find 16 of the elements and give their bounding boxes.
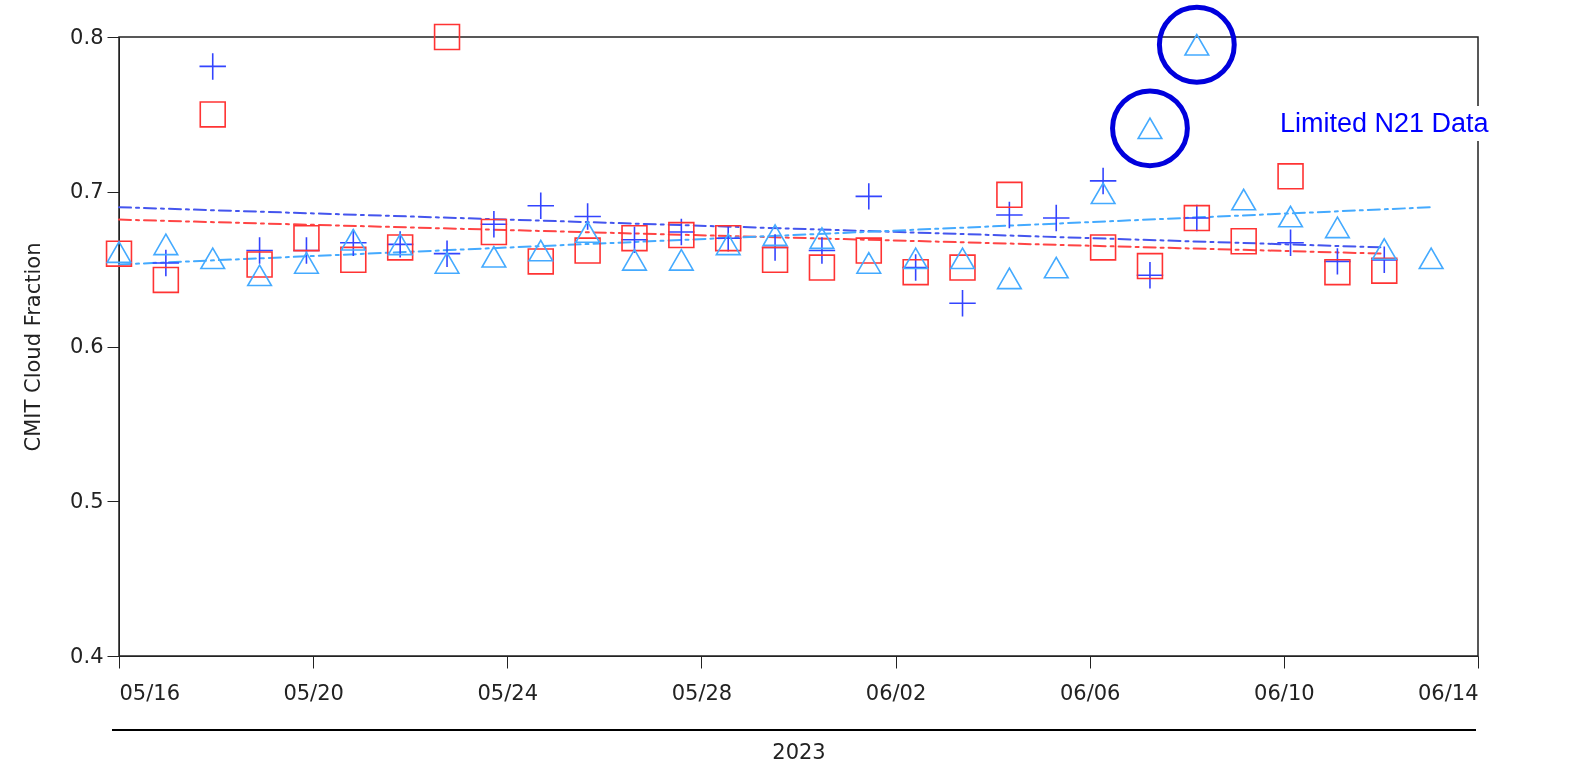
x-tick-label: 06/02 [865, 680, 927, 705]
x-tick-label: 05/28 [671, 680, 733, 705]
y-axis-title: CMIT Cloud Fraction [21, 242, 46, 452]
x-axis-title: 2023 [772, 739, 826, 764]
y-tick-label: 0.5 [70, 488, 104, 513]
x-tick-label: 05/16 [119, 680, 181, 705]
x-tick-label: 05/20 [283, 680, 344, 705]
x-tick-label: 06/10 [1254, 680, 1315, 705]
y-tick-label: 0.8 [70, 24, 104, 49]
x-tick-label: 06/06 [1059, 680, 1121, 705]
annotation: Limited N21 Data [1280, 106, 1489, 141]
y-tick-label: 0.4 [70, 643, 104, 668]
y-tick-label: 0.6 [70, 334, 104, 358]
x-tick-label: 05/24 [477, 680, 539, 705]
x-tick-label: 06/14 [1417, 680, 1479, 705]
y-tick-label: 0.7 [70, 179, 104, 204]
